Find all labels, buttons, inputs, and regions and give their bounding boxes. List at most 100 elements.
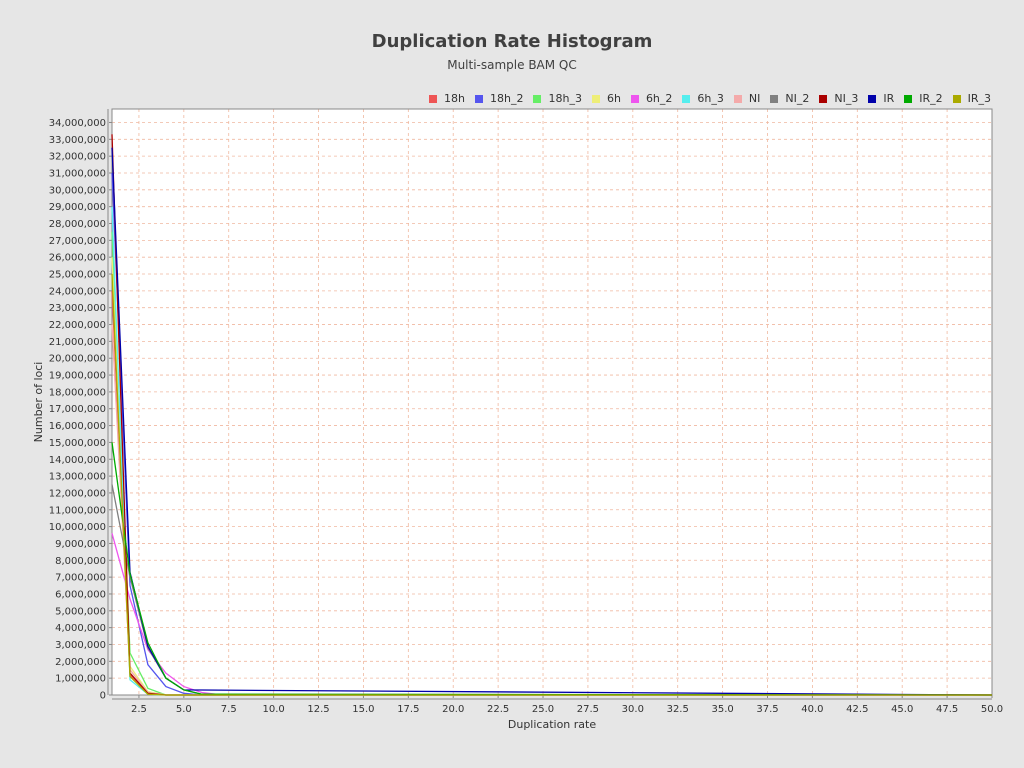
x-tick-label: 7.5: [221, 704, 237, 715]
legend-swatch: [429, 94, 438, 103]
legend-item: 18h_2: [475, 92, 523, 105]
y-axis-label: Number of loci: [32, 362, 45, 443]
legend-label: IR_2: [919, 92, 943, 105]
y-tick-label: 33,000,000: [49, 135, 106, 146]
legend-label: 18h_2: [490, 92, 524, 105]
x-tick-label: 35.0: [711, 704, 733, 715]
y-tick-label: 11,000,000: [49, 505, 106, 516]
legend-item: NI_3: [819, 92, 858, 105]
y-tick-label: 21,000,000: [49, 337, 106, 348]
y-tick-label: 15,000,000: [49, 438, 106, 449]
x-tick-label: 37.5: [756, 704, 778, 715]
series-line-ir: [111, 147, 993, 696]
x-tick-label: 27.5: [577, 704, 599, 715]
legend-swatch: [682, 94, 691, 103]
y-tick-label: 12,000,000: [49, 488, 106, 499]
y-tick-label: 2,000,000: [55, 657, 106, 668]
y-tick-label: 32,000,000: [49, 152, 106, 163]
legend-label: 18h: [444, 92, 466, 105]
legend-label: NI: [748, 92, 761, 105]
y-tick-label: 16,000,000: [49, 421, 106, 432]
chart-subtitle: Multi-sample BAM QC: [447, 58, 577, 72]
x-tick-label: 40.0: [801, 704, 823, 715]
y-tick-label: 30,000,000: [49, 185, 106, 196]
y-tick-label: 13,000,000: [49, 472, 106, 483]
legend-item: 6h_3: [682, 92, 724, 105]
y-tick-label: 5,000,000: [55, 606, 106, 617]
y-tick-label: 18,000,000: [49, 387, 106, 398]
legend-swatch: [533, 94, 542, 103]
x-tick-label: 45.0: [891, 704, 913, 715]
legend-label: 6h: [606, 92, 621, 105]
plot-background: [112, 109, 992, 695]
x-tick-label: 47.5: [936, 704, 958, 715]
x-tick-label: 17.5: [397, 704, 419, 715]
x-tick-label: 2.5: [131, 704, 147, 715]
y-tick-label: 7,000,000: [55, 573, 106, 584]
y-tick-label: 17,000,000: [49, 404, 106, 415]
legend-swatch: [733, 94, 742, 103]
x-tick-label: 15.0: [352, 704, 374, 715]
y-tick-label: 27,000,000: [49, 236, 106, 247]
y-tick-label: 19,000,000: [49, 371, 106, 382]
y-tick-label: 25,000,000: [49, 270, 106, 281]
legend-swatch: [591, 94, 600, 103]
y-tick-label: 20,000,000: [49, 354, 106, 365]
legend-swatch: [475, 94, 484, 103]
x-tick-label: 22.5: [487, 704, 509, 715]
x-tick-label: 42.5: [846, 704, 868, 715]
legend-item: IR: [868, 92, 894, 105]
legend-swatch: [630, 94, 639, 103]
x-tick-label: 32.5: [667, 704, 689, 715]
x-axis-label: Duplication rate: [508, 718, 596, 731]
y-tick-label: 14,000,000: [49, 455, 106, 466]
x-tick-label: 25.0: [532, 704, 554, 715]
legend-swatch: [868, 94, 877, 103]
y-tick-label: 29,000,000: [49, 202, 106, 213]
legend-swatch: [770, 94, 779, 103]
legend-label: IR: [883, 92, 895, 105]
x-tick-label: 30.0: [622, 704, 644, 715]
y-tick-label: 26,000,000: [49, 253, 106, 264]
y-tick-label: 0: [100, 691, 106, 702]
y-tick-label: 9,000,000: [55, 539, 106, 550]
y-tick-label: 6,000,000: [55, 589, 106, 600]
x-tick-label: 10.0: [262, 704, 284, 715]
legend-swatch: [819, 94, 828, 103]
legend-item: NI: [733, 92, 761, 105]
legend-item: IR_2: [904, 92, 943, 105]
y-tick-label: 10,000,000: [49, 522, 106, 533]
series-line-ir-2: [111, 442, 993, 696]
chart-title: Duplication Rate Histogram: [371, 31, 653, 52]
legend-item: 18h_3: [533, 92, 582, 105]
x-tick-label: 20.0: [442, 704, 464, 715]
legend-swatch: [904, 94, 913, 103]
series-line-ir-3: [111, 273, 992, 696]
legend-label: 6h_3: [697, 92, 724, 105]
chart-legend: 18h 18h_2 18h_3 6h 6h_2 6h_3 NI NI_2 NI_3 IR IR_2 I…: [419, 92, 991, 105]
x-tick-label: 12.5: [307, 704, 329, 715]
x-tick-label: 5.0: [176, 704, 192, 715]
y-tick-label: 22,000,000: [49, 320, 106, 331]
y-tick-label: 8,000,000: [55, 556, 106, 567]
legend-item: 18h: [429, 92, 465, 105]
x-tick-label: 50.0: [981, 704, 1003, 715]
legend-item: 6h_2: [630, 92, 673, 105]
y-tick-label: 4,000,000: [55, 623, 106, 634]
y-tick-label: 28,000,000: [49, 219, 106, 230]
y-tick-label: 3,000,000: [55, 640, 106, 651]
y-tick-label: 24,000,000: [49, 286, 106, 297]
y-tick-label: 1,000,000: [55, 674, 106, 685]
legend-swatch: [952, 94, 961, 103]
legend-label: 6h_2: [645, 92, 673, 105]
y-tick-label: 31,000,000: [49, 168, 106, 179]
y-tick-label: 23,000,000: [49, 303, 106, 314]
legend-item: NI_2: [770, 92, 809, 105]
legend-label: NI_2: [785, 92, 810, 105]
legend-label: IR_3: [967, 92, 991, 105]
y-tick-label: 34,000,000: [49, 118, 106, 129]
legend-item: IR_3: [952, 92, 991, 105]
legend-label: 18h_3: [548, 92, 582, 105]
legend-label: NI_3: [834, 92, 859, 105]
